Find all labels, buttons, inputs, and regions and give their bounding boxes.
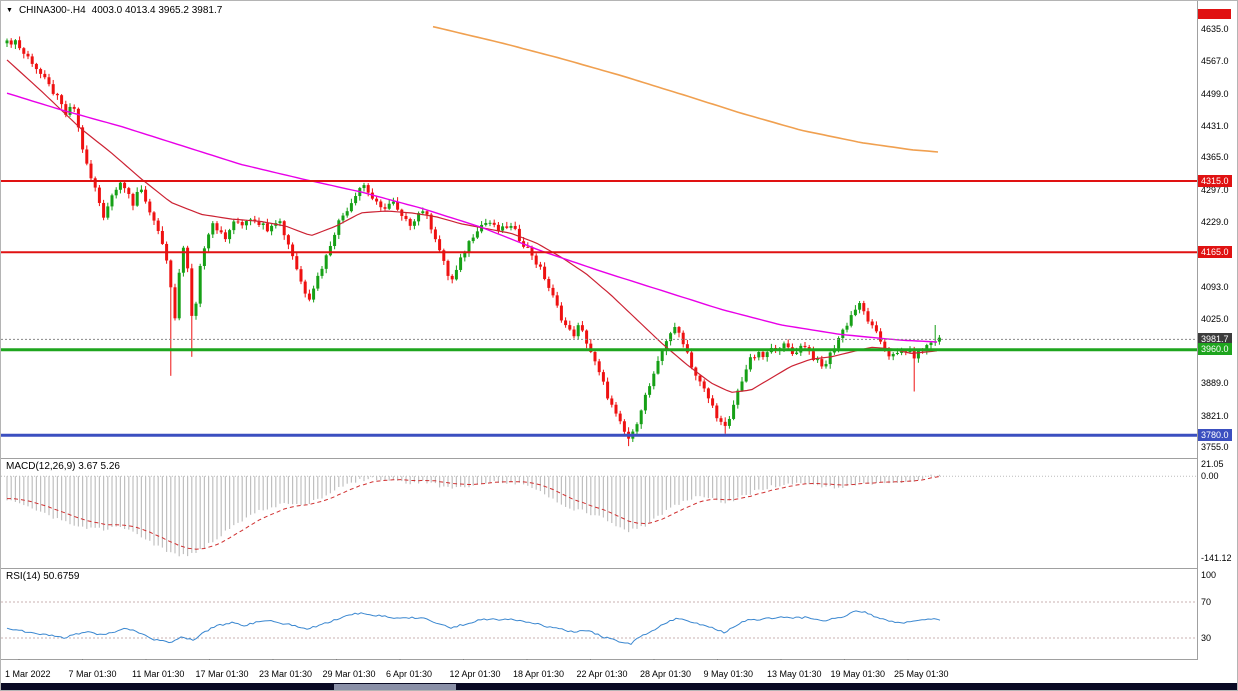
macd-indicator-label: MACD(12,26,9) 3.67 5.26 (6, 461, 120, 472)
time-axis-label: 19 May 01:30 (830, 669, 886, 679)
current-price-badge: 3981.7 (1198, 332, 1232, 345)
candlestick-series (5, 36, 941, 447)
time-axis-label: 17 Mar 01:30 (195, 669, 249, 679)
chart-ohlc-values: 4003.0 4013.4 3965.2 3981.7 (91, 5, 223, 16)
price-axis-label: 4093.0 (1201, 281, 1229, 292)
resistance-badge-4315: 4315.0 (1198, 174, 1232, 187)
price-axis-label: 3889.0 (1201, 378, 1229, 389)
macd-axis-label: -141.12 (1201, 553, 1232, 564)
price-axis-label: 4297.0 (1201, 184, 1229, 195)
time-axis-label: 28 Apr 01:30 (640, 669, 692, 679)
time-axis-label: 22 Apr 01:30 (576, 669, 628, 679)
time-axis-label: 11 Mar 01:30 (132, 669, 185, 679)
price-axis-label: 4431.0 (1201, 120, 1229, 131)
price-axis-label: 4635.0 (1201, 24, 1229, 35)
scrollbar-thumb[interactable] (334, 684, 456, 690)
rsi-axis-label: 100 (1201, 570, 1217, 580)
time-axis-label: 25 May 01:30 (894, 669, 949, 679)
ma-slow-orange-line (432, 25, 939, 153)
time-axis-label: 13 May 01:30 (767, 669, 822, 679)
time-axis-label: 18 Apr 01:30 (513, 669, 565, 679)
ma-mid-magenta-line (6, 92, 938, 343)
price-axis-label: 4365.0 (1201, 152, 1229, 163)
rsi-axis-label: 30 (1201, 633, 1212, 643)
rsi-line (6, 610, 941, 646)
macd-histogram (6, 474, 941, 557)
price-axis-label: 3821.0 (1201, 410, 1229, 421)
macd-signal-line (7, 476, 940, 550)
rsi-axis-label: 70 (1201, 597, 1212, 607)
support-badge-3780: 3780.0 (1198, 428, 1232, 441)
price-axis-label: 4025.0 (1201, 313, 1229, 324)
resistance-badge-4165: 4165.0 (1198, 245, 1232, 258)
time-axis[interactable]: 1 Mar 2022 7 Mar 01:30 11 Mar 01:30 17 Mar … (1, 660, 1197, 683)
bottom-bar (1, 683, 1237, 690)
time-axis-label: 12 Apr 01:30 (449, 669, 501, 679)
time-axis-label: 1 Mar 2022 (5, 669, 51, 679)
macd-axis-label: 0.00 (1201, 471, 1219, 482)
time-axis-label: 9 May 01:30 (703, 669, 754, 679)
price-axis[interactable]: 4635.0 4567.0 4499.0 4431.0 4365.0 4297.0 4229… (1198, 1, 1237, 683)
macd-axis-label: 21.05 (1201, 458, 1224, 469)
rsi-indicator-label: RSI(14) 50.6759 (6, 571, 80, 582)
price-axis-label: 4567.0 (1201, 56, 1229, 67)
ma-fast-red-line (6, 59, 938, 393)
price-axis-label: 3755.0 (1201, 442, 1229, 453)
support-badge-3960: 3960.0 (1198, 343, 1232, 356)
time-axis-label: 6 Apr 01:30 (386, 669, 433, 679)
time-axis-label: 29 Mar 01:30 (322, 669, 376, 679)
chart-header: ▼ CHINA300-.H4 4003.0 4013.4 3965.2 3981… (6, 5, 222, 16)
time-axis-label: 7 Mar 01:30 (68, 669, 117, 679)
offscreen-level-badge (1198, 9, 1231, 19)
chart-title: CHINA300-.H4 (18, 5, 86, 16)
price-axis-label: 4229.0 (1201, 216, 1229, 227)
symbol-dropdown-icon[interactable]: ▼ (6, 7, 13, 14)
time-axis-label: 23 Mar 01:30 (259, 669, 313, 679)
price-axis-label: 4499.0 (1201, 88, 1229, 99)
